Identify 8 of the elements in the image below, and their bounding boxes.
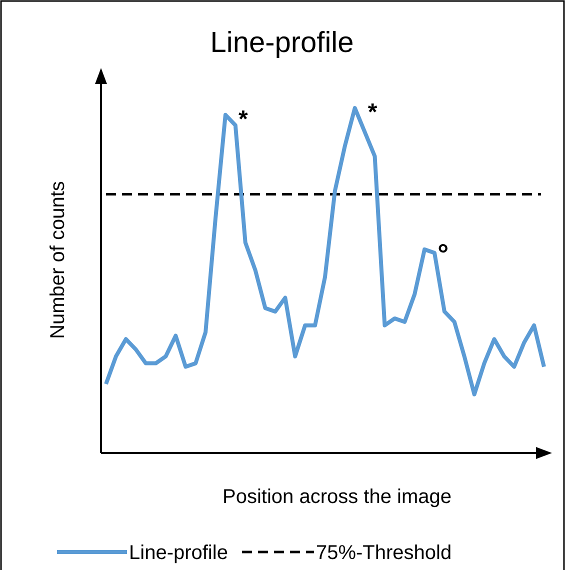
y-axis-title: Number of counts [47, 181, 69, 339]
annotation: * [368, 99, 378, 126]
x-axis-title: Position across the image [222, 486, 452, 508]
legend-label: Line-profile [129, 542, 228, 564]
annotation: * [238, 106, 248, 133]
annotation: ° [438, 238, 449, 270]
chart-title: Line-profile [210, 27, 354, 59]
legend-label: 75%-Threshold [316, 542, 452, 564]
